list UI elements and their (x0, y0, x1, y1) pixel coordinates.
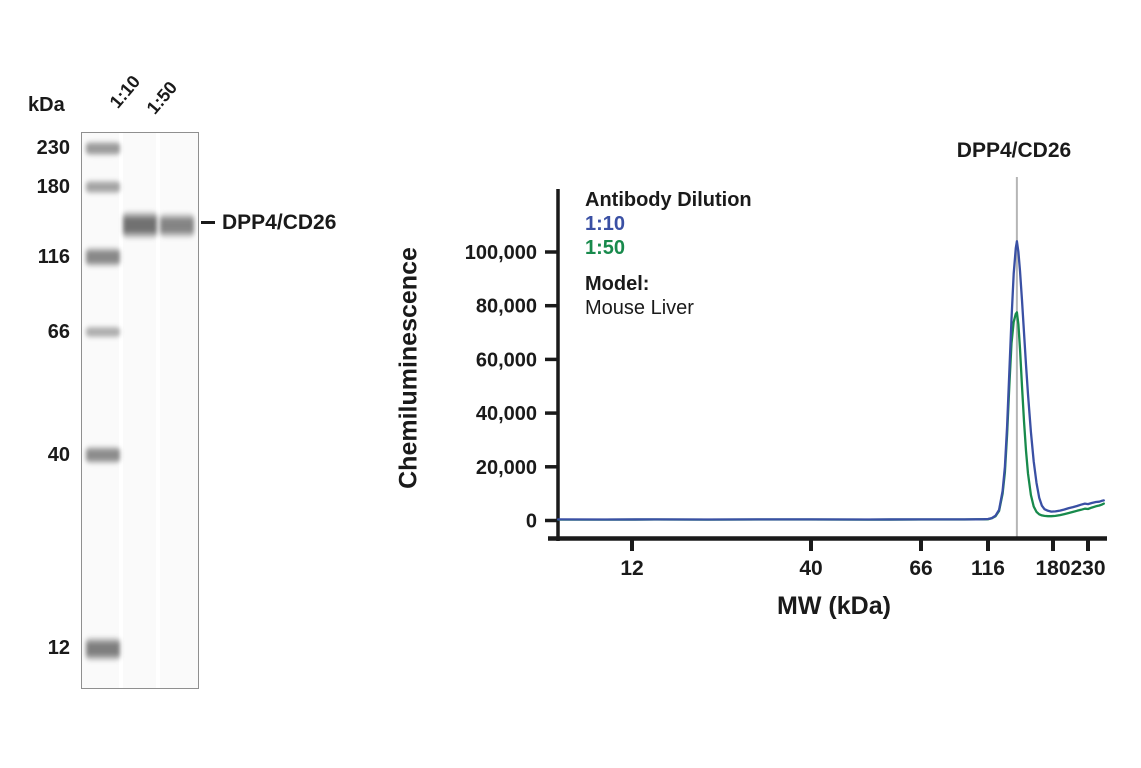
band-pointer-dash (201, 221, 215, 224)
marker-band-66 (86, 325, 120, 339)
marker-band-40 (86, 445, 120, 465)
legend-title: Antibody Dilution (585, 189, 752, 211)
chart-legend: Antibody Dilution 1:10 1:50 Model: Mouse… (585, 188, 752, 320)
x-tick-label-230: 230 (1070, 557, 1105, 580)
legend-spacer (585, 260, 752, 272)
y-tick-label-40000: 40,000 (476, 403, 537, 425)
western-blot-gel-image (81, 132, 199, 689)
marker-band-180 (86, 179, 120, 195)
marker-label-66: 66 (47, 321, 70, 343)
y-axis-title: Chemiluminescence (394, 247, 423, 489)
kda-unit-label: kDa (28, 94, 65, 116)
marker-label-40: 40 (47, 444, 70, 466)
marker-band-230 (86, 140, 120, 157)
x-axis-title: MW (kDa) (777, 592, 891, 620)
x-tick-label-40: 40 (799, 557, 822, 580)
x-tick-label-116: 116 (971, 557, 1005, 580)
marker-label-230: 230 (36, 137, 70, 159)
legend-entry-1-10: 1:10 (585, 213, 626, 235)
y-tick-label-20000: 20,000 (476, 457, 537, 479)
legend-entry-1-50: 1:50 (585, 237, 626, 259)
marker-label-180: 180 (36, 176, 70, 198)
x-tick-label-12: 12 (620, 557, 643, 580)
y-tick-label-60000: 60,000 (476, 349, 537, 371)
y-tick-label-100000: 100,000 (465, 242, 537, 264)
legend-model-value: Mouse Liver (585, 297, 694, 319)
marker-band-116 (86, 246, 120, 268)
y-tick-label-0: 0 (526, 511, 537, 533)
lane-divider (119, 133, 123, 688)
chart-title: DPP4/CD26 (956, 139, 1072, 162)
trace-dilution-1-10 (556, 240, 1105, 521)
trace-dilution-1-50 (556, 311, 1105, 521)
x-tick-label-180: 180 (1035, 557, 1070, 580)
legend-model-label: Model: (585, 273, 650, 295)
marker-label-12: 12 (47, 637, 70, 659)
lane-divider (156, 133, 160, 688)
sample-band-dilution-1-10 (123, 210, 157, 240)
sample-band-dilution-1-50 (160, 212, 194, 239)
blot-band-annotation: DPP4/CD26 (222, 211, 337, 234)
x-tick-label-66: 66 (909, 557, 932, 580)
y-tick-label-80000: 80,000 (476, 296, 537, 318)
marker-label-116: 116 (37, 246, 70, 268)
marker-band-12 (86, 636, 120, 662)
